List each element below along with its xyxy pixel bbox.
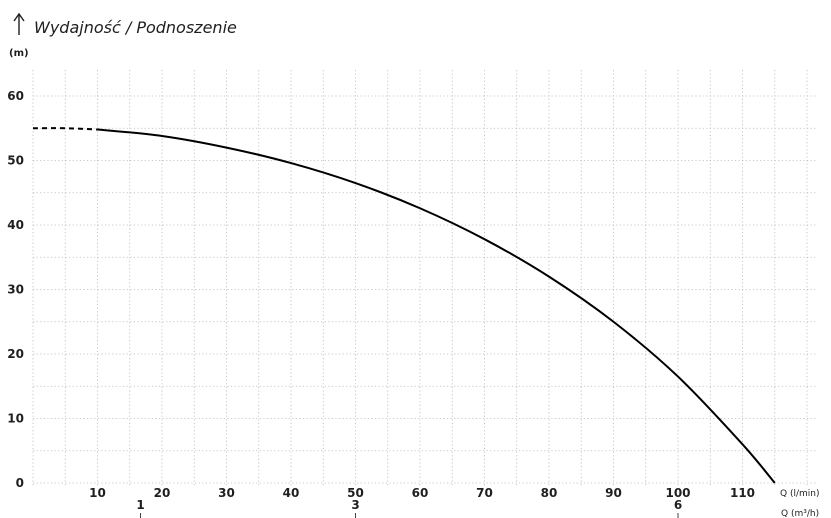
y-tick-label: 60 [7, 89, 24, 103]
y-tick-label: 50 [7, 154, 24, 168]
x-tick-label: 50 [347, 486, 364, 500]
x2-tick-label: 6 [674, 498, 682, 512]
x-tick-label: 100 [665, 486, 690, 500]
series-line [97, 128, 776, 484]
x2-axis-ticks: 1 3 6 [136, 498, 682, 518]
y-tick-label: 30 [7, 283, 24, 297]
up-arrow-icon [13, 12, 25, 35]
x-tick-label: 90 [605, 486, 622, 500]
y-axis-unit: (m) [9, 48, 29, 59]
x-tick-label: 20 [154, 486, 171, 500]
x-axis-ticks: 10 20 30 40 50 60 70 80 90 100 110 [89, 486, 755, 500]
x-tick-label: 80 [541, 486, 558, 500]
grid [32, 70, 818, 485]
y-tick-label: 0 [16, 476, 24, 490]
series [32, 127, 776, 484]
x-tick-label: 60 [412, 486, 429, 500]
y-tick-label: 10 [7, 412, 24, 426]
x-tick-label: 70 [476, 486, 493, 500]
x2-axis-label: Q (m³/h) [781, 509, 819, 518]
x-axis-label: Q (l/min) [780, 489, 819, 499]
chart-title: Wydajność / Podnoszenie [34, 18, 237, 37]
y-axis-ticks: 0 10 20 30 40 50 60 [7, 89, 24, 490]
y-tick-label: 40 [7, 218, 24, 232]
y-tick-label: 20 [7, 347, 24, 361]
x-tick-label: 40 [283, 486, 300, 500]
x-tick-label: 10 [89, 486, 106, 500]
x-tick-label: 110 [730, 486, 755, 500]
x-tick-label: 30 [218, 486, 235, 500]
x2-tick-label: 3 [351, 498, 359, 512]
series-line-dashed [32, 127, 98, 131]
x2-tick-label: 1 [136, 498, 144, 512]
